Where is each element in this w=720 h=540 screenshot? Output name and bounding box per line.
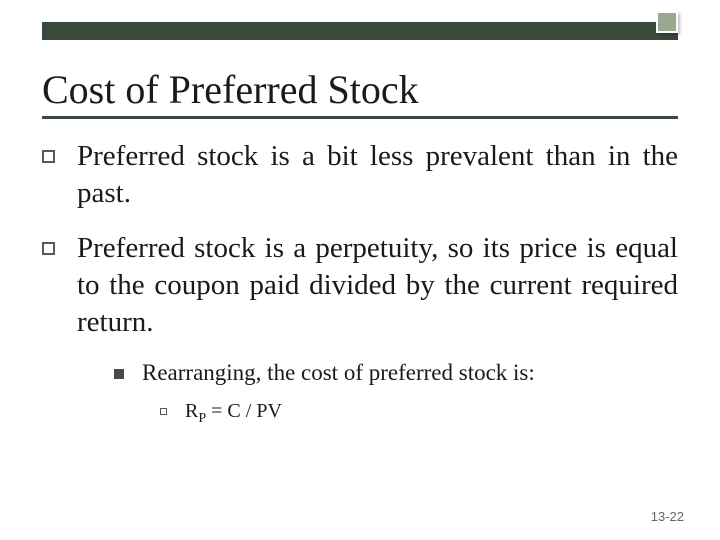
page-number: 13-22 — [651, 509, 684, 524]
formula-text: RP = C / PV — [185, 400, 282, 427]
content-area: Preferred stock is a bit less prevalent … — [42, 138, 678, 427]
title-underline — [42, 116, 678, 119]
hollow-square-bullet-icon — [42, 242, 55, 255]
hollow-square-bullet-icon — [42, 150, 55, 163]
filled-square-bullet-icon — [114, 369, 124, 379]
bullet-item: Preferred stock is a perpetuity, so its … — [42, 230, 678, 341]
sub-bullet-item: Rearranging, the cost of preferred stock… — [114, 360, 678, 386]
bullet-item: Preferred stock is a bit less prevalent … — [42, 138, 678, 212]
tiny-hollow-square-bullet-icon — [160, 408, 167, 415]
accent-decoration — [656, 11, 678, 33]
formula-prefix: R — [185, 400, 198, 422]
formula-suffix: = C / PV — [206, 400, 282, 422]
bullet-text: Preferred stock is a perpetuity, so its … — [77, 230, 678, 341]
header-bar — [42, 22, 678, 40]
formula-item: RP = C / PV — [160, 400, 678, 427]
formula-subscript: P — [198, 411, 206, 426]
bullet-text: Preferred stock is a bit less prevalent … — [77, 138, 678, 212]
sub-bullet-text: Rearranging, the cost of preferred stock… — [142, 360, 535, 386]
slide-title: Cost of Preferred Stock — [42, 66, 419, 113]
